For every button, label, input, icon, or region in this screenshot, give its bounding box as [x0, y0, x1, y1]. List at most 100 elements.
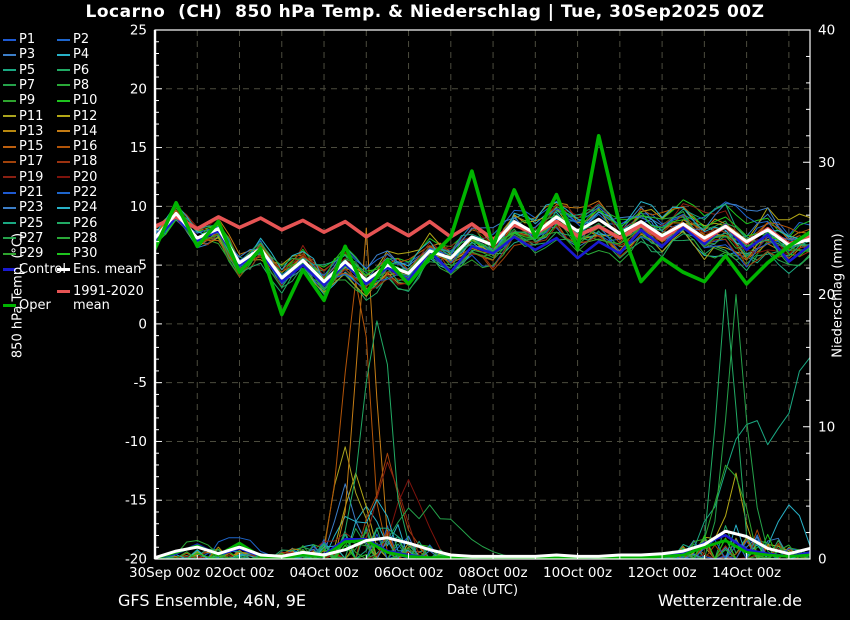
legend-label: P16 [73, 139, 98, 155]
legend-swatch-p26 [57, 222, 70, 225]
legend-swatch-p7 [3, 84, 16, 87]
legend-swatch-p1 [3, 38, 16, 41]
legend-item-p5: P5 [3, 64, 35, 77]
legend-item-control: Control [3, 263, 66, 276]
legend-item-p19: P19 [3, 171, 43, 184]
legend-swatch-p16 [57, 145, 70, 148]
legend-swatch-p20 [57, 176, 70, 179]
legend-swatch-p4 [57, 53, 70, 56]
legend-swatch-p27 [3, 237, 16, 240]
legend-label: P19 [19, 169, 44, 185]
date-tick-label: 04Oct 00z [289, 565, 358, 581]
legend-item-p8: P8 [57, 79, 89, 92]
date-tick-label: 30Sep 00z [129, 565, 200, 581]
legend-item-p14: P14 [57, 125, 97, 138]
legend-swatch-p22 [57, 191, 70, 194]
site-credit: Wetterzentrale.de [657, 591, 802, 610]
plot-frame [153, 29, 811, 560]
legend-item-p10: P10 [57, 94, 97, 107]
legend-item-p12: P12 [57, 110, 97, 123]
legend-label: Ens. mean [73, 261, 142, 277]
legend-item-p13: P13 [3, 125, 43, 138]
legend-item-p25: P25 [3, 217, 43, 230]
axis-ticks [155, 29, 810, 560]
legend-swatch-p17 [3, 160, 16, 163]
legend-label: P6 [73, 62, 90, 78]
member-precip-p27 [155, 294, 810, 559]
legend-swatch-p30 [57, 252, 70, 255]
legend-swatch-control [3, 267, 16, 271]
legend-label: P20 [73, 169, 98, 185]
legend-item-p3: P3 [3, 48, 35, 61]
legend-item-p11: P11 [3, 110, 43, 123]
legend-label: P1 [19, 32, 36, 47]
legend-swatch-p12 [57, 115, 70, 117]
legend-swatch-p13 [3, 130, 16, 133]
legend-label: 1991-2020 mean [73, 284, 144, 313]
legend-swatch-p2 [57, 38, 70, 41]
legend-item-p28: P28 [57, 232, 97, 245]
legend-label: P14 [73, 123, 98, 139]
member-precip-p11 [155, 446, 810, 559]
legend-label: P28 [73, 230, 98, 246]
date-tick-label: 02Oct 00z [205, 565, 274, 581]
member-precip-p26 [155, 289, 810, 559]
legend-item-p26: P26 [57, 217, 97, 230]
legend-label: P10 [73, 93, 98, 109]
series-ens-mean-precip [155, 529, 810, 559]
legend-swatch-p14 [57, 130, 70, 133]
legend-label: P22 [73, 185, 98, 200]
legend-swatch-oper [3, 304, 16, 307]
legend-label: P21 [19, 185, 44, 200]
member-precip-p16 [155, 280, 810, 559]
legend-swatch-p3 [3, 53, 16, 56]
series-1991-2020-mean [155, 215, 810, 246]
legend-item-ens-mean: Ens. mean [57, 263, 141, 276]
legend-item-p1: P1 [3, 33, 35, 46]
series-lines [155, 134, 810, 559]
legend-label: P3 [19, 47, 36, 63]
legend-item-p23: P23 [3, 201, 43, 214]
temp-tick-label: 5 [138, 258, 147, 274]
legend-item-p24: P24 [57, 201, 97, 214]
precip-tick-label: 30 [818, 155, 835, 171]
series-ens-mean-temp [155, 211, 810, 284]
member-precip-p22 [155, 534, 810, 559]
legend-label: P12 [73, 108, 98, 124]
ensemble-legend: P1 P2 P3 P4 P5 P6 P7 P8 P9 P10 P11 P12 P13 P14 P15 P16 P… [0, 0, 144, 330]
legend-item-p7: P7 [3, 79, 35, 92]
legend-swatch-p19 [3, 176, 16, 179]
legend-swatch-p15 [3, 145, 16, 148]
legend-item-oper: Oper [3, 299, 51, 312]
gridlines [155, 30, 810, 559]
legend-item-p22: P22 [57, 186, 97, 199]
x-axis-label: Date (UTC) [446, 583, 519, 598]
legend-item-p9: P9 [3, 94, 35, 107]
temp-tick-label: 15 [130, 140, 147, 156]
legend-item-p16: P16 [57, 140, 97, 153]
legend-label: P13 [19, 123, 44, 139]
legend-item-p17: P17 [3, 155, 43, 168]
legend-label: P24 [73, 200, 98, 216]
legend-label: P29 [19, 246, 44, 262]
temp-tick-label: -10 [125, 434, 147, 450]
legend-item-p30: P30 [57, 247, 97, 260]
legend-swatch-climate-mean [57, 290, 70, 293]
legend-label: P11 [19, 108, 44, 124]
legend-label: P9 [19, 93, 36, 109]
date-tick-label: 10Oct 00z [543, 565, 612, 581]
legend-label: P18 [73, 154, 98, 170]
legend-swatch-p25 [3, 222, 16, 225]
legend-label: Control [19, 261, 66, 277]
precip-tick-label: 40 [818, 23, 835, 39]
legend-label: P2 [73, 32, 90, 47]
legend-swatch-ens-mean [57, 267, 70, 271]
legend-swatch-p10 [57, 99, 70, 102]
legend-swatch-p29 [3, 252, 16, 255]
legend-swatch-p8 [57, 84, 70, 87]
legend-swatch-p23 [3, 206, 16, 209]
legend-item-p21: P21 [3, 186, 43, 199]
date-tick-label: 08Oct 00z [459, 565, 528, 581]
